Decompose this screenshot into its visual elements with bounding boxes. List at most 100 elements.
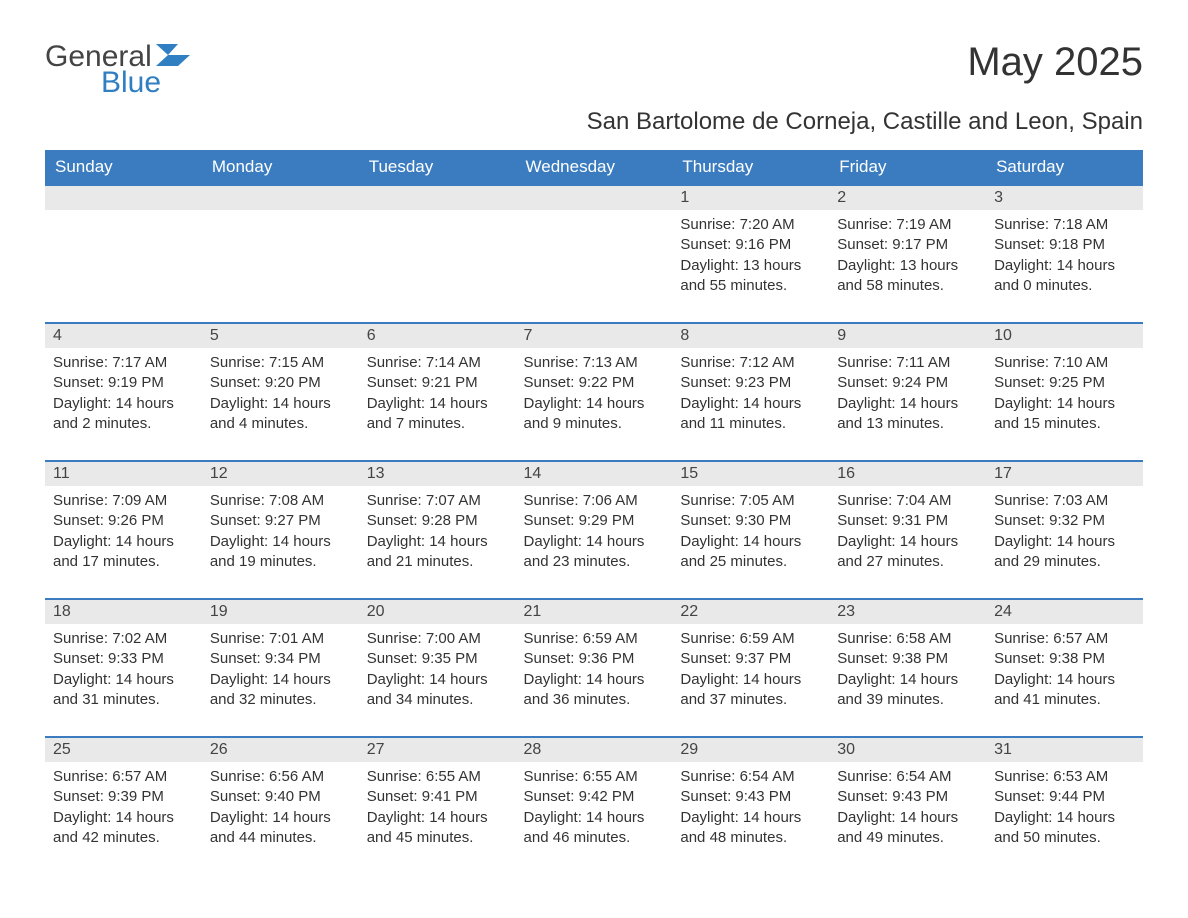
day-cell [516, 185, 673, 323]
day-cell: 31Sunrise: 6:53 AMSunset: 9:44 PMDayligh… [986, 737, 1143, 875]
day-content: Sunrise: 7:04 AMSunset: 9:31 PMDaylight:… [829, 486, 986, 580]
day-content: Sunrise: 7:13 AMSunset: 9:22 PMDaylight:… [516, 348, 673, 442]
day-cell: 19Sunrise: 7:01 AMSunset: 9:34 PMDayligh… [202, 599, 359, 737]
day-content: Sunrise: 6:54 AMSunset: 9:43 PMDaylight:… [672, 762, 829, 856]
sunset-text: Sunset: 9:18 PM [994, 235, 1135, 255]
day-content: Sunrise: 6:55 AMSunset: 9:41 PMDaylight:… [359, 762, 516, 856]
day-cell [45, 185, 202, 323]
day-cell: 26Sunrise: 6:56 AMSunset: 9:40 PMDayligh… [202, 737, 359, 875]
day-cell: 7Sunrise: 7:13 AMSunset: 9:22 PMDaylight… [516, 323, 673, 461]
sunrise-text: Sunrise: 7:19 AM [837, 215, 978, 235]
day-header: Sunday [45, 150, 202, 185]
daylight-text: Daylight: 14 hours and 48 minutes. [680, 808, 821, 849]
daylight-text: Daylight: 14 hours and 49 minutes. [837, 808, 978, 849]
sunrise-text: Sunrise: 7:12 AM [680, 353, 821, 373]
day-cell: 4Sunrise: 7:17 AMSunset: 9:19 PMDaylight… [45, 323, 202, 461]
day-content: Sunrise: 7:09 AMSunset: 9:26 PMDaylight:… [45, 486, 202, 580]
sunrise-text: Sunrise: 6:59 AM [524, 629, 665, 649]
sunrise-text: Sunrise: 7:17 AM [53, 353, 194, 373]
day-header: Thursday [672, 150, 829, 185]
week-row: 4Sunrise: 7:17 AMSunset: 9:19 PMDaylight… [45, 323, 1143, 461]
day-content: Sunrise: 7:17 AMSunset: 9:19 PMDaylight:… [45, 348, 202, 442]
day-header: Friday [829, 150, 986, 185]
day-number: 9 [829, 324, 986, 348]
sunset-text: Sunset: 9:32 PM [994, 511, 1135, 531]
sunrise-text: Sunrise: 7:04 AM [837, 491, 978, 511]
day-content: Sunrise: 6:53 AMSunset: 9:44 PMDaylight:… [986, 762, 1143, 856]
daylight-text: Daylight: 14 hours and 27 minutes. [837, 532, 978, 573]
day-content: Sunrise: 7:07 AMSunset: 9:28 PMDaylight:… [359, 486, 516, 580]
sunset-text: Sunset: 9:40 PM [210, 787, 351, 807]
sunrise-text: Sunrise: 6:54 AM [680, 767, 821, 787]
day-cell: 14Sunrise: 7:06 AMSunset: 9:29 PMDayligh… [516, 461, 673, 599]
day-content: Sunrise: 7:14 AMSunset: 9:21 PMDaylight:… [359, 348, 516, 442]
day-header-row: Sunday Monday Tuesday Wednesday Thursday… [45, 150, 1143, 185]
day-header: Tuesday [359, 150, 516, 185]
day-cell: 9Sunrise: 7:11 AMSunset: 9:24 PMDaylight… [829, 323, 986, 461]
day-content: Sunrise: 6:54 AMSunset: 9:43 PMDaylight:… [829, 762, 986, 856]
day-cell: 5Sunrise: 7:15 AMSunset: 9:20 PMDaylight… [202, 323, 359, 461]
day-cell: 6Sunrise: 7:14 AMSunset: 9:21 PMDaylight… [359, 323, 516, 461]
sunrise-text: Sunrise: 7:18 AM [994, 215, 1135, 235]
sunset-text: Sunset: 9:19 PM [53, 373, 194, 393]
day-number: 1 [672, 186, 829, 210]
sunset-text: Sunset: 9:21 PM [367, 373, 508, 393]
sunrise-text: Sunrise: 7:15 AM [210, 353, 351, 373]
sunset-text: Sunset: 9:16 PM [680, 235, 821, 255]
sunset-text: Sunset: 9:36 PM [524, 649, 665, 669]
sunset-text: Sunset: 9:37 PM [680, 649, 821, 669]
sunset-text: Sunset: 9:29 PM [524, 511, 665, 531]
day-cell: 21Sunrise: 6:59 AMSunset: 9:36 PMDayligh… [516, 599, 673, 737]
day-number: 6 [359, 324, 516, 348]
day-cell: 1Sunrise: 7:20 AMSunset: 9:16 PMDaylight… [672, 185, 829, 323]
week-row: 1Sunrise: 7:20 AMSunset: 9:16 PMDaylight… [45, 185, 1143, 323]
page-title: May 2025 [967, 40, 1143, 85]
daylight-text: Daylight: 14 hours and 17 minutes. [53, 532, 194, 573]
day-content: Sunrise: 7:02 AMSunset: 9:33 PMDaylight:… [45, 624, 202, 718]
day-number: 8 [672, 324, 829, 348]
day-content: Sunrise: 7:20 AMSunset: 9:16 PMDaylight:… [672, 210, 829, 304]
day-cell: 22Sunrise: 6:59 AMSunset: 9:37 PMDayligh… [672, 599, 829, 737]
day-number: 30 [829, 738, 986, 762]
day-number: 24 [986, 600, 1143, 624]
day-number: 16 [829, 462, 986, 486]
week-row: 18Sunrise: 7:02 AMSunset: 9:33 PMDayligh… [45, 599, 1143, 737]
sunset-text: Sunset: 9:44 PM [994, 787, 1135, 807]
day-header: Saturday [986, 150, 1143, 185]
sunrise-text: Sunrise: 7:07 AM [367, 491, 508, 511]
day-content: Sunrise: 6:59 AMSunset: 9:37 PMDaylight:… [672, 624, 829, 718]
day-content: Sunrise: 6:57 AMSunset: 9:39 PMDaylight:… [45, 762, 202, 856]
day-cell: 25Sunrise: 6:57 AMSunset: 9:39 PMDayligh… [45, 737, 202, 875]
sunrise-text: Sunrise: 7:01 AM [210, 629, 351, 649]
header: General Blue May 2025 [45, 40, 1143, 100]
day-content: Sunrise: 6:57 AMSunset: 9:38 PMDaylight:… [986, 624, 1143, 718]
day-cell: 15Sunrise: 7:05 AMSunset: 9:30 PMDayligh… [672, 461, 829, 599]
day-number: 3 [986, 186, 1143, 210]
daylight-text: Daylight: 14 hours and 25 minutes. [680, 532, 821, 573]
daylight-text: Daylight: 14 hours and 0 minutes. [994, 256, 1135, 297]
day-cell: 8Sunrise: 7:12 AMSunset: 9:23 PMDaylight… [672, 323, 829, 461]
sunrise-text: Sunrise: 7:00 AM [367, 629, 508, 649]
day-cell: 17Sunrise: 7:03 AMSunset: 9:32 PMDayligh… [986, 461, 1143, 599]
sunset-text: Sunset: 9:43 PM [837, 787, 978, 807]
day-header: Wednesday [516, 150, 673, 185]
daylight-text: Daylight: 14 hours and 46 minutes. [524, 808, 665, 849]
day-number: 19 [202, 600, 359, 624]
day-number: 4 [45, 324, 202, 348]
sunrise-text: Sunrise: 6:58 AM [837, 629, 978, 649]
day-number: 17 [986, 462, 1143, 486]
sunset-text: Sunset: 9:35 PM [367, 649, 508, 669]
daylight-text: Daylight: 14 hours and 34 minutes. [367, 670, 508, 711]
day-number [202, 186, 359, 210]
week-row: 25Sunrise: 6:57 AMSunset: 9:39 PMDayligh… [45, 737, 1143, 875]
day-cell [202, 185, 359, 323]
sunset-text: Sunset: 9:42 PM [524, 787, 665, 807]
sunrise-text: Sunrise: 6:55 AM [367, 767, 508, 787]
day-number [359, 186, 516, 210]
daylight-text: Daylight: 14 hours and 23 minutes. [524, 532, 665, 573]
day-cell: 20Sunrise: 7:00 AMSunset: 9:35 PMDayligh… [359, 599, 516, 737]
daylight-text: Daylight: 14 hours and 7 minutes. [367, 394, 508, 435]
day-content: Sunrise: 6:56 AMSunset: 9:40 PMDaylight:… [202, 762, 359, 856]
day-number: 7 [516, 324, 673, 348]
sunset-text: Sunset: 9:23 PM [680, 373, 821, 393]
